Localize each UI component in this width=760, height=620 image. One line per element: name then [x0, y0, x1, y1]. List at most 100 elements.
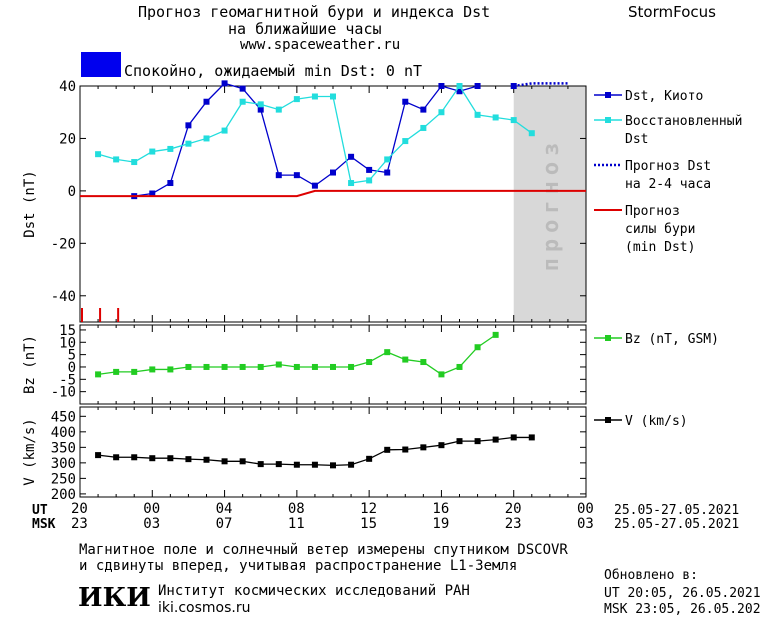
data-point: [438, 83, 445, 89]
legend-label: Dst: [625, 132, 648, 147]
forecast-region: [513, 86, 586, 322]
legend-swatch-marker: [605, 335, 611, 341]
panel-frame: [79, 85, 587, 323]
series-dst-2: [513, 82, 568, 88]
data-point: [456, 88, 463, 95]
data-point: [474, 83, 481, 89]
y-tick-label: 250: [51, 471, 76, 487]
legend-label: V (km/s): [625, 414, 688, 429]
data-point: [257, 101, 264, 108]
updated-label: Обновлено в:: [604, 568, 698, 583]
legend-swatch-marker: [605, 417, 611, 423]
institute-url[interactable]: iki.cosmos.ru: [158, 600, 251, 616]
data-point: [366, 166, 373, 173]
data-point: [438, 109, 445, 116]
data-point: [167, 180, 174, 187]
data-point: [474, 111, 481, 118]
data-point: [257, 461, 264, 468]
data-point: [131, 454, 138, 461]
data-point: [239, 98, 246, 105]
panel-dst: прогноз 40 20 0 -20 -40 Dst (nT): [22, 79, 587, 323]
iki-logo: ИКИ: [78, 583, 151, 613]
msk-tick-label: 07: [215, 516, 233, 532]
data-point: [510, 117, 517, 124]
legend-label: Прогноз: [625, 204, 680, 219]
legend-label: Восстановленный: [625, 114, 742, 129]
msk-range: 25.05-27.05.2021: [614, 517, 740, 532]
data-point: [402, 98, 409, 105]
legend-item: V (km/s): [594, 414, 688, 429]
data-point: [95, 452, 102, 459]
data-point: [275, 172, 282, 179]
data-point: [113, 368, 120, 375]
y-axis-label: V (km/s): [22, 418, 38, 485]
ut-tick-label: 04: [215, 501, 233, 517]
data-point: [293, 363, 300, 370]
series-dst-3: [80, 189, 586, 198]
data-point: [420, 124, 427, 131]
data-point: [257, 106, 264, 113]
data-point: [402, 138, 409, 145]
legend-item: Прогноз Dst на 2-4 часа: [594, 159, 711, 192]
ut-tick-label: 16: [432, 501, 450, 517]
data-point: [528, 130, 535, 137]
data-point: [239, 363, 246, 370]
data-point: [275, 361, 282, 368]
updated-ut: UT 20:05, 26.05.2021: [604, 586, 760, 601]
y-tick-label: 400: [51, 425, 76, 441]
institute-name: Институт космических исследований РАН: [158, 583, 470, 599]
y-tick-label: 5: [68, 348, 76, 364]
data-point: [203, 363, 210, 370]
data-point: [131, 159, 138, 166]
y-axis-label: Dst (nT): [22, 170, 38, 237]
series-dst-0: [131, 80, 517, 200]
data-point: [456, 363, 463, 370]
data-point: [330, 363, 336, 370]
data-point: [330, 169, 336, 176]
data-point: [239, 85, 246, 92]
data-point: [293, 461, 300, 468]
data-point: [366, 177, 373, 184]
legend-label: Dst, Киото: [625, 89, 703, 104]
y-tick-label: 15: [59, 323, 76, 339]
data-point: [384, 156, 391, 163]
data-point: [311, 93, 318, 100]
data-point: [492, 331, 499, 338]
data-point: [113, 156, 120, 163]
series-bz-0: [95, 331, 499, 378]
y-tick-label: -10: [51, 385, 76, 401]
ut-tick-label: 20: [71, 501, 88, 517]
data-point: [203, 98, 210, 105]
source-note-line1: Магнитное поле и солнечный ветер измерен…: [79, 542, 568, 558]
status-text: Спокойно, ожидаемый min Dst: 0 nT: [124, 62, 423, 80]
series-dst-1: [95, 83, 535, 187]
data-point: [366, 455, 373, 462]
legend-label: (min Dst): [625, 240, 695, 255]
data-point: [95, 151, 102, 158]
data-point: [528, 434, 535, 441]
data-point: [402, 356, 409, 363]
data-point: [275, 461, 282, 468]
data-point: [221, 80, 228, 87]
data-point: [203, 135, 210, 142]
data-point: [510, 434, 517, 441]
ut-tick-label: 00: [143, 501, 161, 517]
data-point: [492, 114, 499, 121]
ut-tick-label: 20: [504, 501, 522, 517]
data-point: [221, 458, 228, 465]
data-point: [95, 371, 102, 378]
data-point: [185, 122, 192, 129]
series-line: [80, 189, 586, 198]
ut-label: UT: [32, 503, 48, 518]
data-point: [330, 93, 336, 100]
data-point: [420, 106, 427, 113]
y-tick-label: 300: [51, 456, 76, 472]
y-tick-label: -5: [59, 372, 76, 388]
updated-msk: MSK 23:05, 26.05.2021: [604, 602, 760, 617]
data-point: [438, 371, 445, 378]
data-point: [185, 363, 192, 370]
data-point: [311, 461, 318, 468]
legend-swatch-marker: [605, 92, 611, 98]
